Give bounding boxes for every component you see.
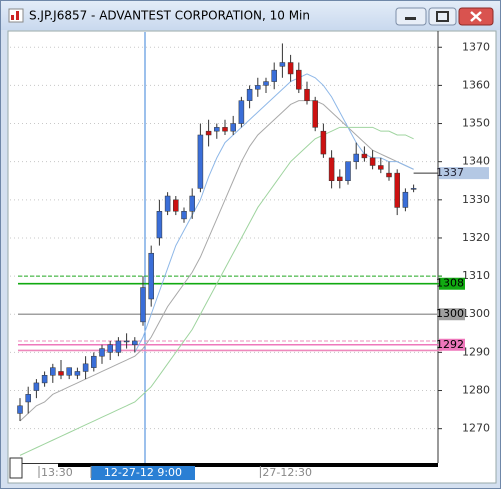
- candle-body: [328, 157, 335, 182]
- candle-body: [148, 252, 154, 300]
- candle-body: [353, 153, 359, 162]
- level-tag-label: 1292: [436, 338, 464, 351]
- y-tick-label: 1330: [462, 193, 490, 206]
- candle-body: [410, 188, 417, 190]
- moving-average: [19, 126, 414, 456]
- candle-body: [205, 130, 212, 136]
- current-price-tag: [439, 167, 489, 180]
- candle-body: [25, 394, 31, 403]
- candle-body: [17, 405, 23, 414]
- candle-body: [91, 355, 97, 368]
- candle-body: [304, 88, 310, 101]
- level-tag: [439, 308, 465, 321]
- candle-body: [173, 199, 179, 212]
- app-icon-bar: [11, 15, 14, 20]
- candle-body: [246, 88, 253, 101]
- candle-body: [74, 371, 81, 376]
- candle-body: [50, 367, 56, 376]
- y-tick-label: 1360: [462, 78, 490, 91]
- y-tick-label: 1320: [462, 231, 490, 244]
- y-tick-label: 1290: [462, 345, 490, 358]
- x-tick-label: 27-12:30: [262, 466, 312, 479]
- x-tick-label: 13:30: [41, 466, 73, 479]
- app-icon-bar: [16, 11, 19, 20]
- current-price-label: 1337: [436, 166, 464, 179]
- candle-body: [115, 340, 122, 353]
- candle-body: [279, 62, 286, 67]
- chart-panel: [7, 30, 497, 484]
- level-tag: [439, 338, 465, 351]
- candle-body: [320, 130, 327, 155]
- candle-body: [107, 344, 113, 353]
- candle-body: [197, 134, 204, 189]
- candle-body: [41, 375, 48, 384]
- y-tick-label: 1340: [462, 155, 490, 168]
- candle-body: [181, 211, 187, 220]
- candle-body: [140, 287, 146, 323]
- candle-body: [238, 100, 245, 124]
- scroll-handle[interactable]: [9, 457, 23, 479]
- y-tick-label: 1270: [462, 422, 490, 435]
- candle-body: [132, 340, 138, 346]
- candle-body: [378, 165, 384, 170]
- candle-body: [82, 363, 89, 372]
- candle-body: [222, 127, 228, 132]
- close-glyph: [470, 11, 482, 22]
- candle-body: [312, 100, 318, 128]
- y-tick-label: 1310: [462, 269, 490, 282]
- minimize-button[interactable]: [395, 7, 427, 26]
- candle-body: [164, 195, 171, 212]
- window-buttons[interactable]: [395, 7, 494, 26]
- candle-body: [394, 172, 400, 208]
- scroll-bar: [58, 463, 438, 467]
- minimize-glyph: [405, 17, 416, 20]
- candle-body: [214, 127, 220, 132]
- candle-body: [66, 367, 72, 376]
- candle-body: [345, 161, 351, 182]
- level-tag: [439, 277, 465, 290]
- maximize-button[interactable]: [428, 7, 457, 26]
- candle-body: [402, 191, 409, 208]
- candle-body: [287, 62, 294, 75]
- candle-body: [99, 348, 105, 357]
- maximize-glyph: [436, 11, 449, 22]
- candle-body: [271, 69, 277, 82]
- y-tick-label: 1370: [462, 40, 490, 53]
- candle-body: [58, 371, 64, 376]
- candle-body: [189, 195, 195, 212]
- candle-body: [263, 81, 269, 86]
- x-tick-label: 12-27-12 9:00: [104, 466, 182, 479]
- candle-body: [230, 123, 236, 132]
- candle-body: [123, 340, 130, 343]
- y-tick-label: 1300: [462, 307, 490, 320]
- y-tick-label: 1280: [462, 384, 490, 397]
- y-tick-label: 1350: [462, 117, 490, 130]
- candle-body: [386, 172, 392, 178]
- candle-body: [33, 382, 40, 391]
- candle-body: [156, 211, 163, 239]
- candle-body: [255, 85, 261, 90]
- candle-body: [296, 69, 302, 90]
- level-tag-label: 1300: [436, 307, 464, 320]
- window-title: S.JP.J6857 - ADVANTEST CORPORATION, 10 M…: [29, 9, 310, 23]
- candle-body: [369, 157, 376, 166]
- x-label-highlight: [91, 466, 195, 480]
- candle-body: [361, 153, 368, 159]
- level-tag-label: 1308: [436, 277, 464, 290]
- candle-body: [337, 176, 343, 182]
